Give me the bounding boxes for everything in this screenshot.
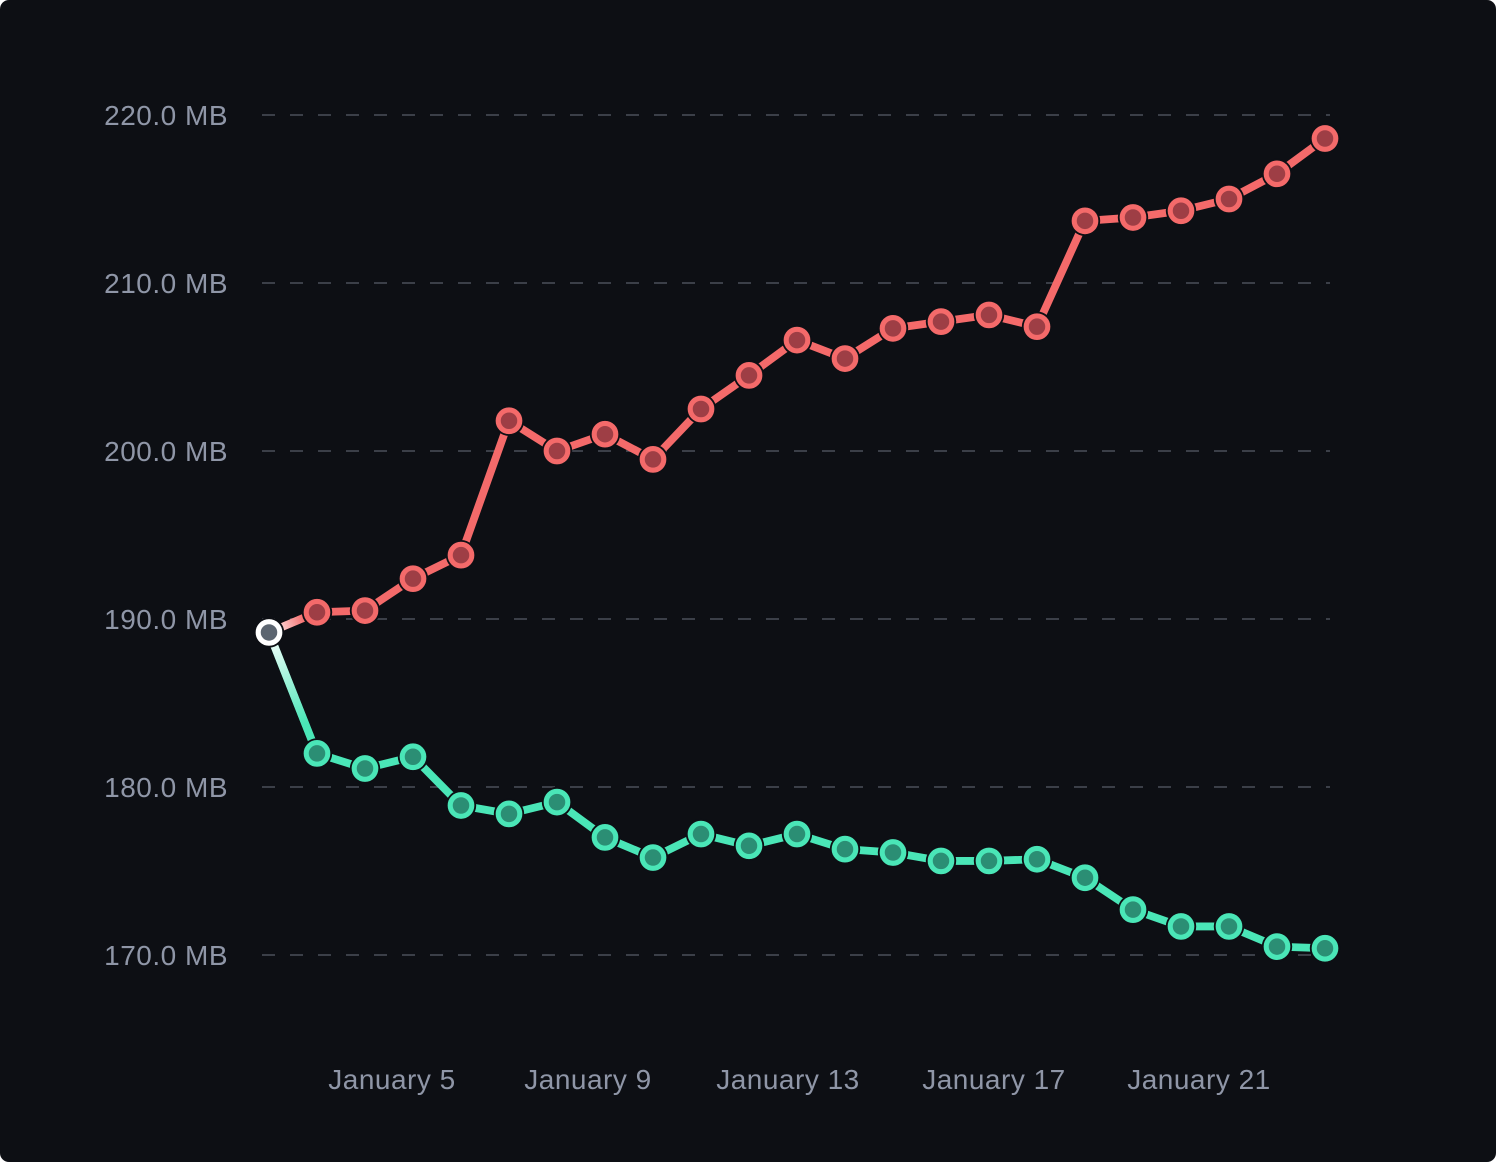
teal-decreasing-data-point[interactable] [1023, 845, 1051, 873]
teal-decreasing-data-point[interactable] [735, 832, 763, 860]
teal-decreasing-data-point[interactable] [1167, 913, 1195, 940]
red-increasing-data-point[interactable] [831, 345, 859, 372]
teal-decreasing-data-point[interactable] [1071, 864, 1099, 892]
teal-decreasing-data-point[interactable] [639, 844, 667, 871]
red-increasing-data-point[interactable] [591, 420, 619, 448]
start-data-point[interactable] [255, 619, 283, 646]
teal-decreasing-data-point[interactable] [351, 755, 379, 782]
teal-decreasing-data-point[interactable] [975, 847, 1003, 875]
x-axis-tick-label: January 13 [716, 1064, 860, 1095]
teal-decreasing-data-point[interactable] [447, 792, 475, 819]
teal-decreasing-start-segment [265, 628, 321, 758]
red-increasing-data-point[interactable] [1119, 204, 1147, 231]
red-increasing-data-point[interactable] [447, 541, 475, 569]
teal-decreasing-data-point[interactable] [495, 800, 523, 828]
red-increasing-data-point[interactable] [1071, 207, 1099, 235]
teal-decreasing-data-point[interactable] [783, 820, 811, 848]
y-axis-tick-label: 190.0 MB [104, 604, 228, 635]
teal-decreasing-data-point[interactable] [1119, 896, 1147, 923]
red-increasing-data-point[interactable] [1215, 185, 1243, 213]
y-axis-tick-label: 170.0 MB [104, 940, 228, 971]
x-axis-tick-label: January 5 [328, 1064, 455, 1095]
red-increasing-data-point[interactable] [543, 437, 571, 465]
red-increasing-data-point[interactable] [927, 308, 955, 335]
teal-decreasing-data-point[interactable] [831, 835, 859, 863]
teal-decreasing-data-point[interactable] [927, 847, 955, 875]
teal-decreasing-data-point[interactable] [879, 839, 907, 866]
red-increasing-data-point[interactable] [1311, 125, 1339, 152]
y-axis-tick-label: 210.0 MB [104, 268, 228, 299]
y-axis-tick-label: 200.0 MB [104, 436, 228, 467]
teal-decreasing-data-point[interactable] [1311, 934, 1339, 962]
teal-decreasing-data-point[interactable] [1263, 933, 1291, 960]
teal-decreasing-data-point[interactable] [591, 824, 619, 851]
red-increasing-data-point[interactable] [879, 315, 907, 342]
red-increasing-data-point[interactable] [351, 597, 379, 624]
teal-decreasing-data-point[interactable] [543, 788, 571, 816]
x-axis-tick-label: January 9 [524, 1064, 651, 1095]
red-increasing-data-point[interactable] [783, 326, 811, 354]
x-axis-tick-label: January 21 [1127, 1064, 1271, 1095]
red-increasing-data-point[interactable] [975, 301, 1003, 329]
teal-decreasing-data-point[interactable] [1215, 913, 1243, 940]
x-axis-tick-label: January 17 [922, 1064, 1066, 1095]
red-increasing-data-point[interactable] [735, 362, 763, 389]
red-increasing-data-point[interactable] [495, 407, 523, 435]
teal-decreasing-series-line [265, 628, 1329, 953]
red-increasing-data-point[interactable] [303, 598, 331, 626]
red-increasing-data-point[interactable] [399, 565, 427, 593]
teal-decreasing-data-point[interactable] [303, 740, 331, 767]
red-increasing-data-point[interactable] [639, 446, 667, 473]
teal-decreasing-data-point[interactable] [399, 743, 427, 771]
y-axis-tick-label: 180.0 MB [104, 772, 228, 803]
red-increasing-data-point[interactable] [1263, 160, 1291, 188]
teal-decreasing-data-point[interactable] [687, 820, 715, 848]
y-axis-tick-label: 220.0 MB [104, 100, 228, 131]
red-increasing-data-point[interactable] [687, 395, 715, 423]
red-increasing-data-point[interactable] [1023, 313, 1051, 341]
red-increasing-data-point[interactable] [1167, 197, 1195, 225]
